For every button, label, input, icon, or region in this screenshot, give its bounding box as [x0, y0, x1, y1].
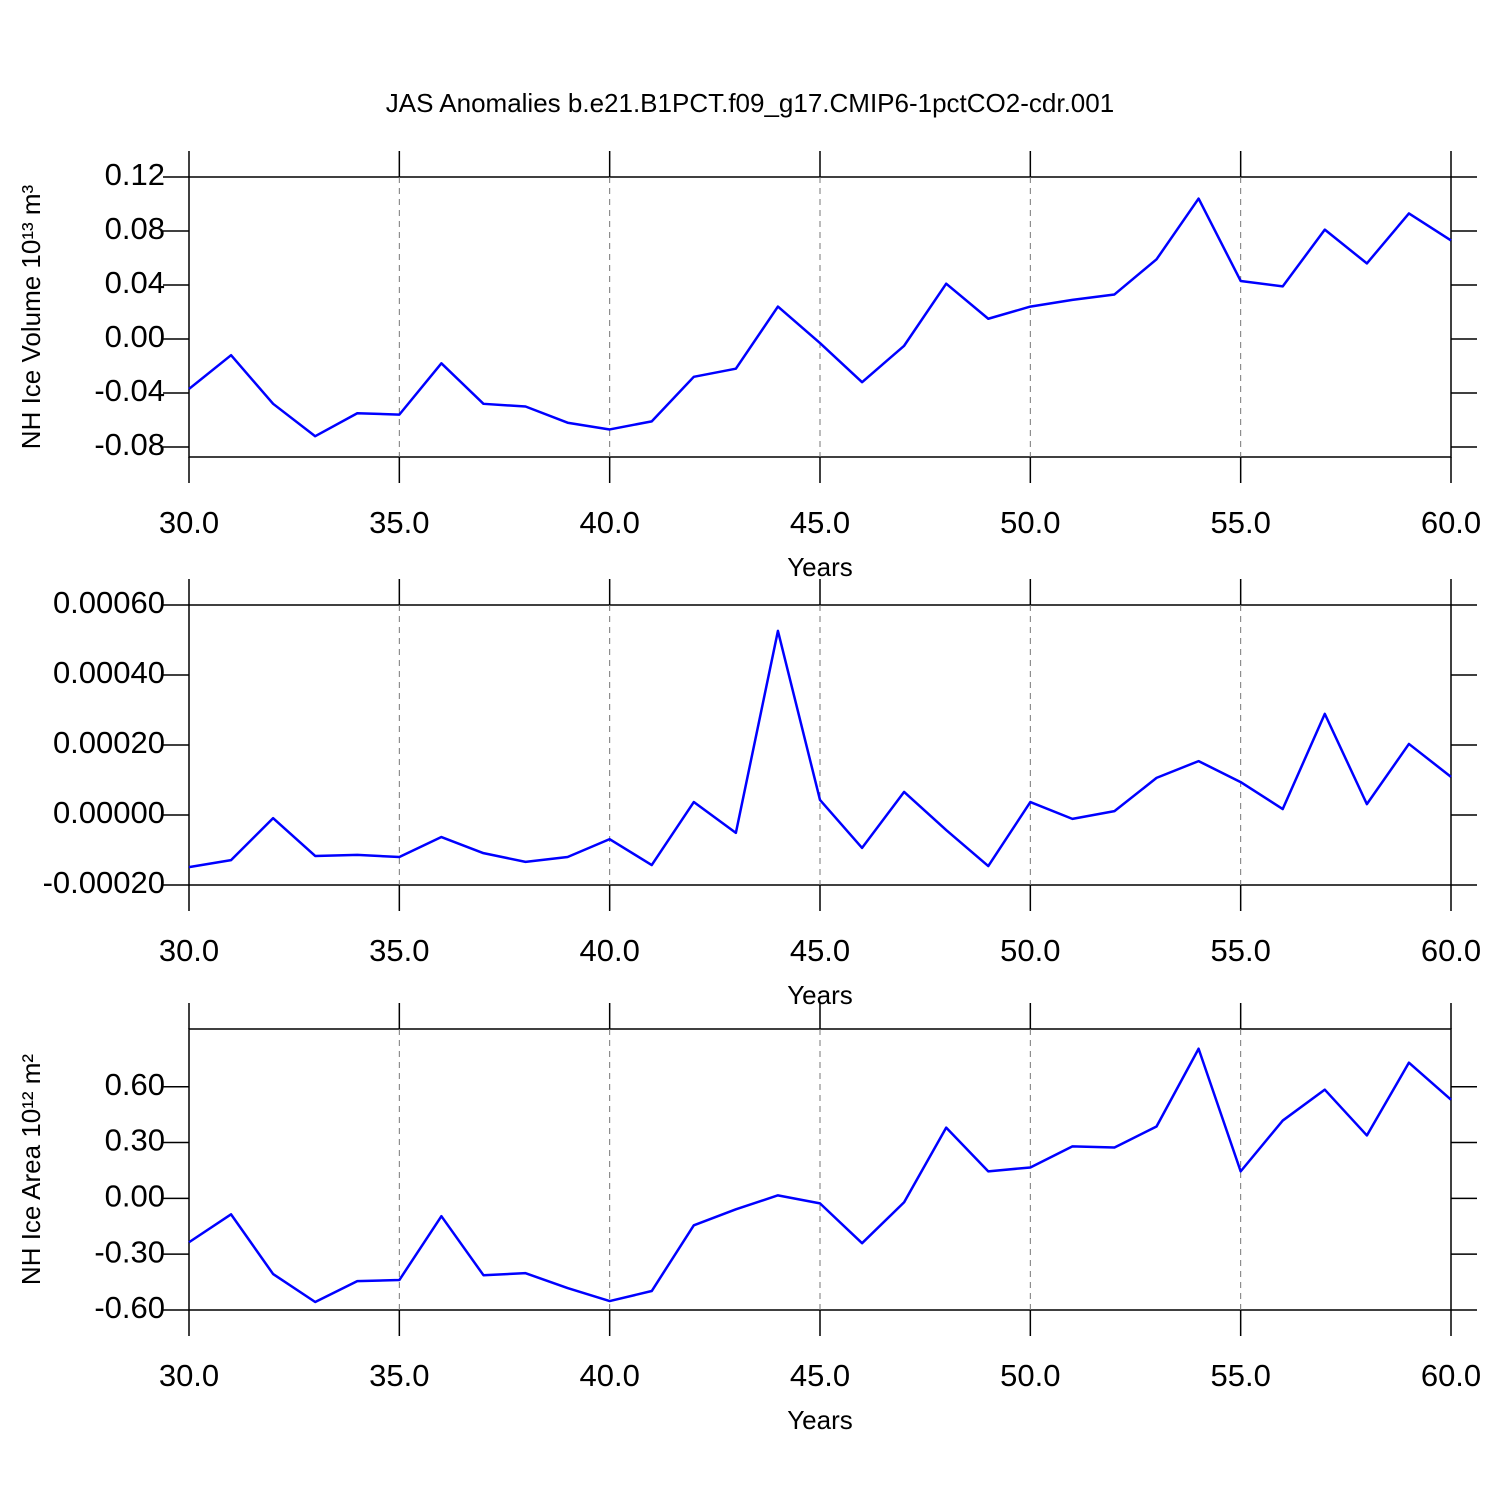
y-tick-label: 0.00000 — [53, 795, 165, 830]
x-tick-label: 60.0 — [1421, 505, 1481, 540]
x-tick-label: 50.0 — [1000, 505, 1060, 540]
x-axis-label: Years — [787, 1405, 853, 1435]
data-line — [188, 197, 1452, 438]
chart-title: JAS Anomalies b.e21.B1PCT.f09_g17.CMIP6-… — [386, 88, 1114, 118]
x-axis-label: Years — [787, 552, 853, 582]
x-tick-label: 55.0 — [1210, 505, 1270, 540]
x-tick-label: 40.0 — [579, 933, 639, 968]
x-tick-label: 55.0 — [1210, 933, 1270, 968]
y-axis-label: NH Ice Volume 10¹³ m³ — [16, 184, 46, 449]
data-line — [188, 629, 1452, 869]
x-tick-label: 30.0 — [159, 505, 219, 540]
x-tick-label: 60.0 — [1421, 1358, 1481, 1393]
y-tick-label: 0.12 — [105, 157, 165, 192]
x-tick-label: 35.0 — [369, 933, 429, 968]
x-tick-label: 50.0 — [1000, 1358, 1060, 1393]
y-tick-label: -0.60 — [94, 1290, 165, 1325]
y-tick-label: 0.00040 — [53, 655, 165, 690]
x-tick-label: 45.0 — [790, 933, 850, 968]
x-tick-label: 35.0 — [369, 505, 429, 540]
x-tick-label: 45.0 — [790, 505, 850, 540]
x-tick-label: 40.0 — [579, 505, 639, 540]
x-tick-label: 50.0 — [1000, 933, 1060, 968]
x-tick-label: 60.0 — [1421, 933, 1481, 968]
y-tick-label: 0.30 — [105, 1123, 165, 1158]
x-tick-label: 45.0 — [790, 1358, 850, 1393]
y-tick-label: 0.04 — [105, 265, 165, 300]
y-tick-label: -0.30 — [94, 1234, 165, 1269]
y-tick-label: -0.04 — [94, 373, 165, 408]
plot-frame — [188, 1028, 1452, 1311]
y-tick-label: -0.08 — [94, 427, 165, 462]
x-tick-label: 35.0 — [369, 1358, 429, 1393]
y-axis-label: NH Ice Area 10¹² m² — [16, 1054, 46, 1286]
y-tick-label: 0.00060 — [53, 585, 165, 620]
y-tick-label: 0.00 — [105, 1179, 165, 1214]
y-tick-label: 0.00020 — [53, 725, 165, 760]
y-tick-label: -0.00020 — [43, 865, 165, 900]
x-tick-label: 40.0 — [579, 1358, 639, 1393]
y-tick-label: 0.60 — [105, 1067, 165, 1102]
y-tick-label: 0.00 — [105, 319, 165, 354]
x-tick-label: 30.0 — [159, 1358, 219, 1393]
x-tick-label: 55.0 — [1210, 1358, 1270, 1393]
plot-frame — [188, 604, 1452, 886]
x-tick-label: 30.0 — [159, 933, 219, 968]
data-line — [188, 1047, 1452, 1304]
y-tick-label: 0.08 — [105, 211, 165, 246]
